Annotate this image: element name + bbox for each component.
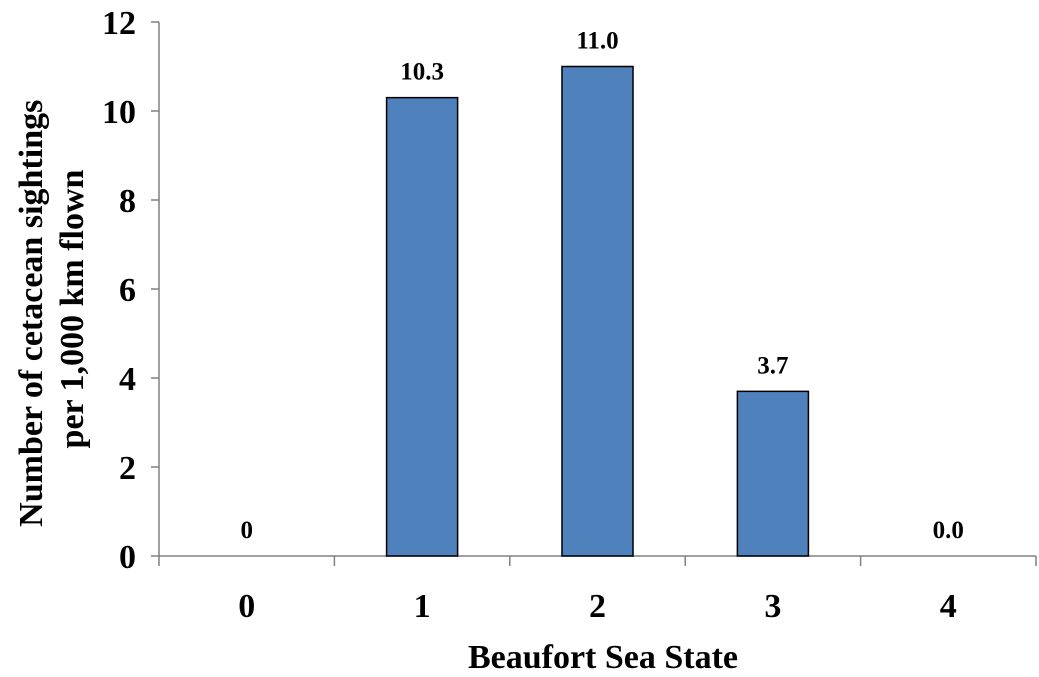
y-axis-title-line-1: Number of cetacean sightings [13,100,50,527]
data-labels: 0 10.3 11.0 3.7 0.0 [240,28,963,545]
x-tick-label: 3 [764,588,781,625]
bar [561,65,634,557]
y-axis: 0 2 4 6 8 10 12 [102,5,160,576]
data-label: 0.0 [933,517,964,544]
y-tick-label: 4 [119,361,136,398]
y-tick-label: 0 [119,539,136,576]
x-axis: 0 1 2 3 4 [158,555,1037,625]
x-axis-title: Beaufort Sea State [468,639,738,676]
x-tick-label: 2 [589,588,606,625]
y-tick-label: 2 [119,450,136,487]
data-label: 10.3 [400,59,444,86]
x-tick-label: 1 [414,588,431,625]
y-tick-label: 6 [119,272,136,309]
bars [385,65,810,557]
data-label: 3.7 [757,352,788,379]
x-tick-label: 4 [940,588,957,625]
y-tick-label: 10 [102,94,136,131]
data-label: 0 [240,517,253,544]
x-tick-label: 0 [238,588,255,625]
bar [385,96,459,557]
y-tick-label: 8 [119,183,136,220]
data-label: 11.0 [576,28,618,55]
y-axis-title-line-2: per 1,000 km flown [54,169,91,448]
y-tick-label: 12 [102,5,136,42]
y-axis-title: Number of cetacean sightings per 1,000 k… [13,91,91,527]
bar [736,390,810,557]
